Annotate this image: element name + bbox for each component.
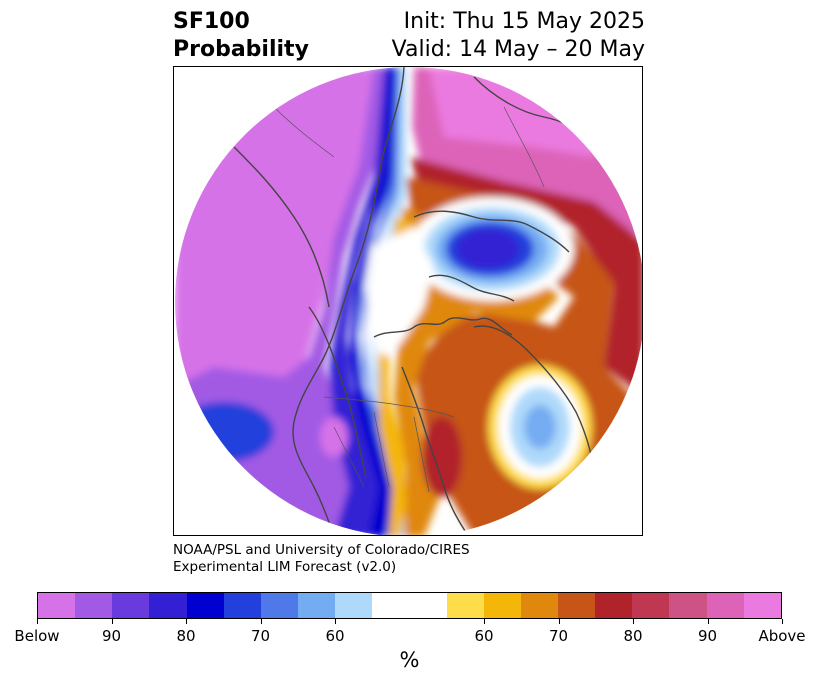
colorbar-tick	[260, 619, 262, 624]
valid-range: Valid: 14 May – 20 May	[391, 37, 645, 62]
colorbar-tick	[782, 619, 783, 624]
colorbar-segment	[297, 593, 336, 618]
colorbar	[37, 592, 782, 619]
colorbar-segment	[557, 593, 596, 618]
colorbar-segment	[335, 593, 373, 618]
init-date: Init: Thu 15 May 2025	[403, 9, 645, 34]
probability-map	[175, 67, 642, 535]
colorbar-segment	[409, 593, 447, 618]
above-band-red	[410, 157, 642, 397]
colorbar-segment	[743, 593, 781, 618]
colorbar-unit: %	[399, 648, 420, 672]
colorbar-segment	[112, 593, 150, 618]
colorbar-segment	[372, 593, 410, 618]
colorbar-tick-label: 80	[623, 627, 643, 645]
colorbar-tick-label: 70	[250, 627, 271, 645]
colorbar-tick	[633, 619, 634, 624]
east-us-above-75	[422, 417, 462, 497]
credit-line-1: NOAA/PSL and University of Colorado/CIRE…	[173, 542, 470, 558]
below-pool-core	[194, 416, 254, 448]
colorbar-tick	[186, 619, 187, 624]
below-region-80	[329, 67, 396, 535]
map-panel	[173, 66, 643, 536]
colorbar-segment	[520, 593, 558, 618]
colorbar-tick-label: Above	[758, 627, 806, 645]
colorbar-segment	[149, 593, 187, 618]
colorbar-segment	[260, 593, 298, 618]
colorbar-tick	[707, 619, 709, 624]
colorbar-tick-label: 90	[101, 627, 122, 645]
colorbar-tick	[335, 619, 336, 624]
below-region-65	[362, 67, 404, 535]
colorbar-tick-label: 70	[548, 627, 569, 645]
below-region-far	[175, 67, 379, 427]
colorbar-tick	[558, 619, 560, 624]
west-us-below-far	[320, 417, 348, 457]
colorbar-segment	[669, 593, 707, 618]
arctic-below-80	[456, 229, 520, 269]
colorbar-segment	[186, 593, 224, 618]
colorbar-segment	[446, 593, 484, 618]
colorbar-segment	[38, 593, 76, 618]
se-below-60	[524, 405, 556, 449]
credit-line-2: Experimental LIM Forecast (v2.0)	[173, 559, 397, 575]
colorbar-tick-label: 80	[176, 627, 196, 645]
colorbar-labels: Below 90 80 70 60 60 70 80 90 Above	[14, 627, 805, 647]
colorbar-segment	[483, 593, 521, 618]
neutral-wedge	[366, 227, 434, 357]
chart-title: SF100 Probability	[173, 8, 309, 64]
colorbar-tick-label: 90	[697, 627, 718, 645]
colorbar-tick	[111, 619, 113, 624]
colorbar-segment	[595, 593, 633, 618]
colorbar-tick-label: 60	[474, 627, 494, 645]
title-line-2: Probability	[173, 37, 309, 62]
colorbar-tick-label: Below	[14, 627, 60, 645]
colorbar-tick-label: 60	[325, 627, 345, 645]
borders	[273, 106, 545, 493]
colorbar-tick	[484, 619, 485, 624]
credit-text: NOAA/PSL and University of Colorado/CIRE…	[173, 542, 470, 576]
below-region-75	[349, 67, 400, 535]
colorbar-tick	[37, 619, 38, 624]
colorbar-segment	[75, 593, 113, 618]
title-line-1: SF100	[173, 9, 250, 34]
colorbar-segment	[223, 593, 261, 618]
colorbar-ticks	[37, 619, 783, 625]
colorbar-segment	[632, 593, 670, 618]
forecast-dates: Init: Thu 15 May 2025 Valid: 14 May – 20…	[392, 8, 645, 64]
colorbar-segment	[706, 593, 744, 618]
